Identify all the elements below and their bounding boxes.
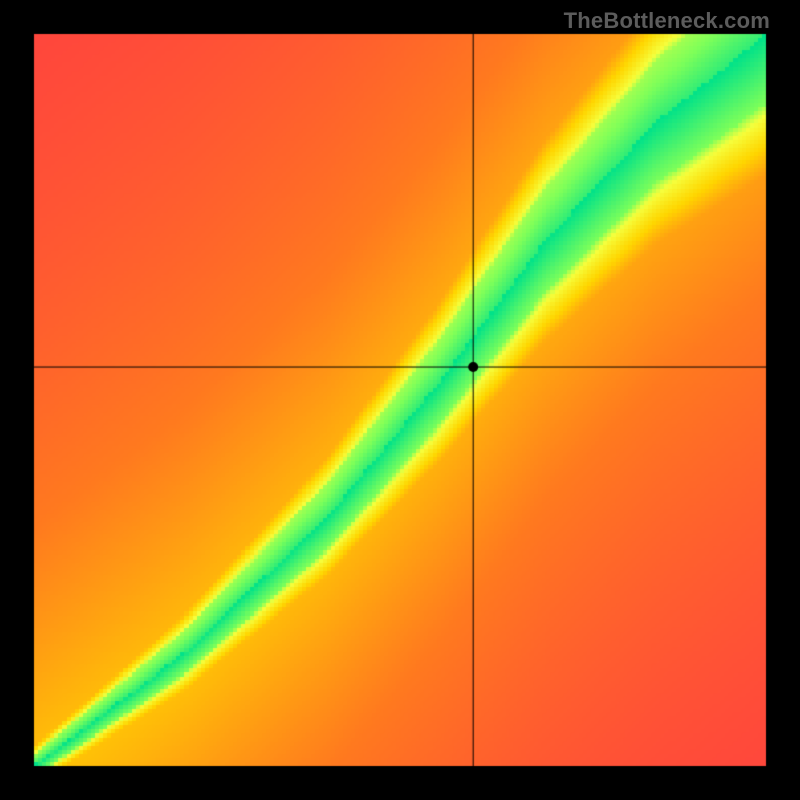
chart-container: TheBottleneck.com <box>0 0 800 800</box>
watermark-text: TheBottleneck.com <box>564 8 770 34</box>
bottleneck-heatmap <box>0 0 800 800</box>
